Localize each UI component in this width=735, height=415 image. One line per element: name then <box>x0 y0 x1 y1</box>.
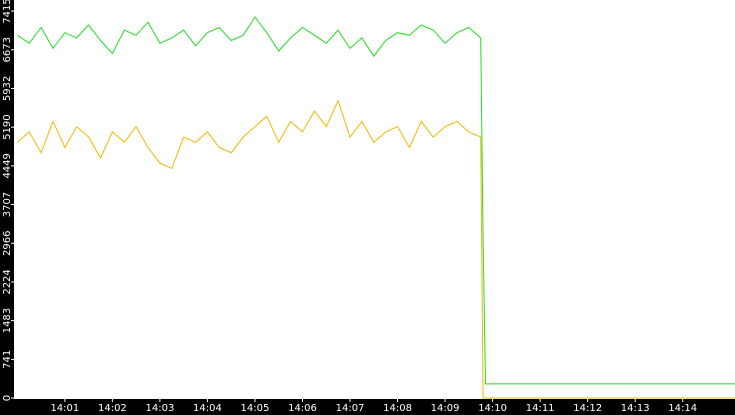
x-tick-label: 14:02 <box>98 403 127 414</box>
y-tick-label: 3707 <box>2 192 13 217</box>
x-axis-strip <box>0 399 735 415</box>
y-tick-label: 7415 <box>2 0 13 24</box>
series-line <box>16 99 735 399</box>
x-tick-label: 14:09 <box>431 403 460 414</box>
y-tick-label: 5932 <box>2 76 13 101</box>
x-tick-label: 14:08 <box>383 403 412 414</box>
y-axis-strip <box>0 0 14 415</box>
x-tick-label: 14:12 <box>573 403 602 414</box>
x-tick-label: 14:03 <box>145 403 174 414</box>
x-tick-label: 14:05 <box>241 403 270 414</box>
y-tick-label: 1483 <box>2 308 13 333</box>
x-tick-label: 14:06 <box>288 403 317 414</box>
y-tick-label: 2966 <box>2 230 13 255</box>
x-tick-label: 14:04 <box>193 403 222 414</box>
y-tick-label: 4449 <box>2 153 13 178</box>
y-tick-label: 0 <box>2 395 13 401</box>
x-tick-label: 14:07 <box>336 403 365 414</box>
x-tick-label: 14:01 <box>50 403 79 414</box>
x-tick-label: 14:10 <box>478 403 507 414</box>
x-tick-label: 14:11 <box>526 403 555 414</box>
y-tick-label: 6673 <box>2 37 13 62</box>
series-line <box>17 16 735 385</box>
y-tick-label: 741 <box>2 350 13 369</box>
x-tick-label: 14:13 <box>621 403 650 414</box>
x-tick-label: 14:14 <box>668 403 697 414</box>
y-tick-label: 2224 <box>2 269 13 294</box>
y-tick-label: 5190 <box>2 114 13 139</box>
